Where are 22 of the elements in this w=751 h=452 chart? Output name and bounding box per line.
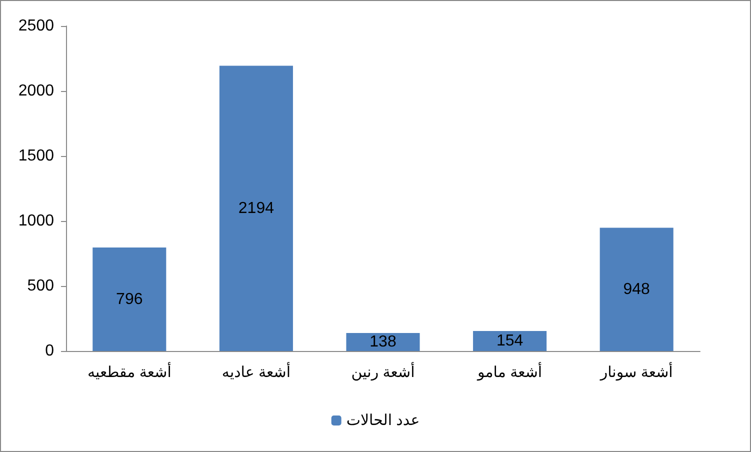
data-label: 138	[370, 334, 396, 351]
data-label: 948	[623, 280, 650, 298]
legend-label: عدد الحالات	[346, 412, 420, 429]
y-tick-label: 1500	[18, 148, 54, 164]
x-tick-label: أشعة سونار	[599, 362, 673, 381]
data-label: 2194	[238, 200, 274, 217]
data-label: 154	[496, 332, 524, 350]
y-tick-label: 2000	[18, 82, 54, 100]
y-tick-label: 2500	[18, 18, 54, 34]
bar	[219, 66, 293, 351]
x-tick-label: أشعة مامو	[476, 362, 542, 381]
y-tick-label: 500	[27, 278, 54, 294]
y-tick-label: 1000	[18, 212, 54, 230]
x-tick-label: أشعة مقطعيه	[87, 362, 172, 381]
x-tick-label: أشعة عاديه	[222, 362, 291, 381]
y-tick-label: 0	[45, 342, 54, 360]
x-tick-label: أشعة رنين	[351, 362, 415, 381]
bar	[473, 330, 547, 351]
bar	[92, 248, 166, 351]
bar	[600, 228, 674, 351]
bar	[346, 333, 420, 351]
data-label: 796	[116, 290, 143, 308]
